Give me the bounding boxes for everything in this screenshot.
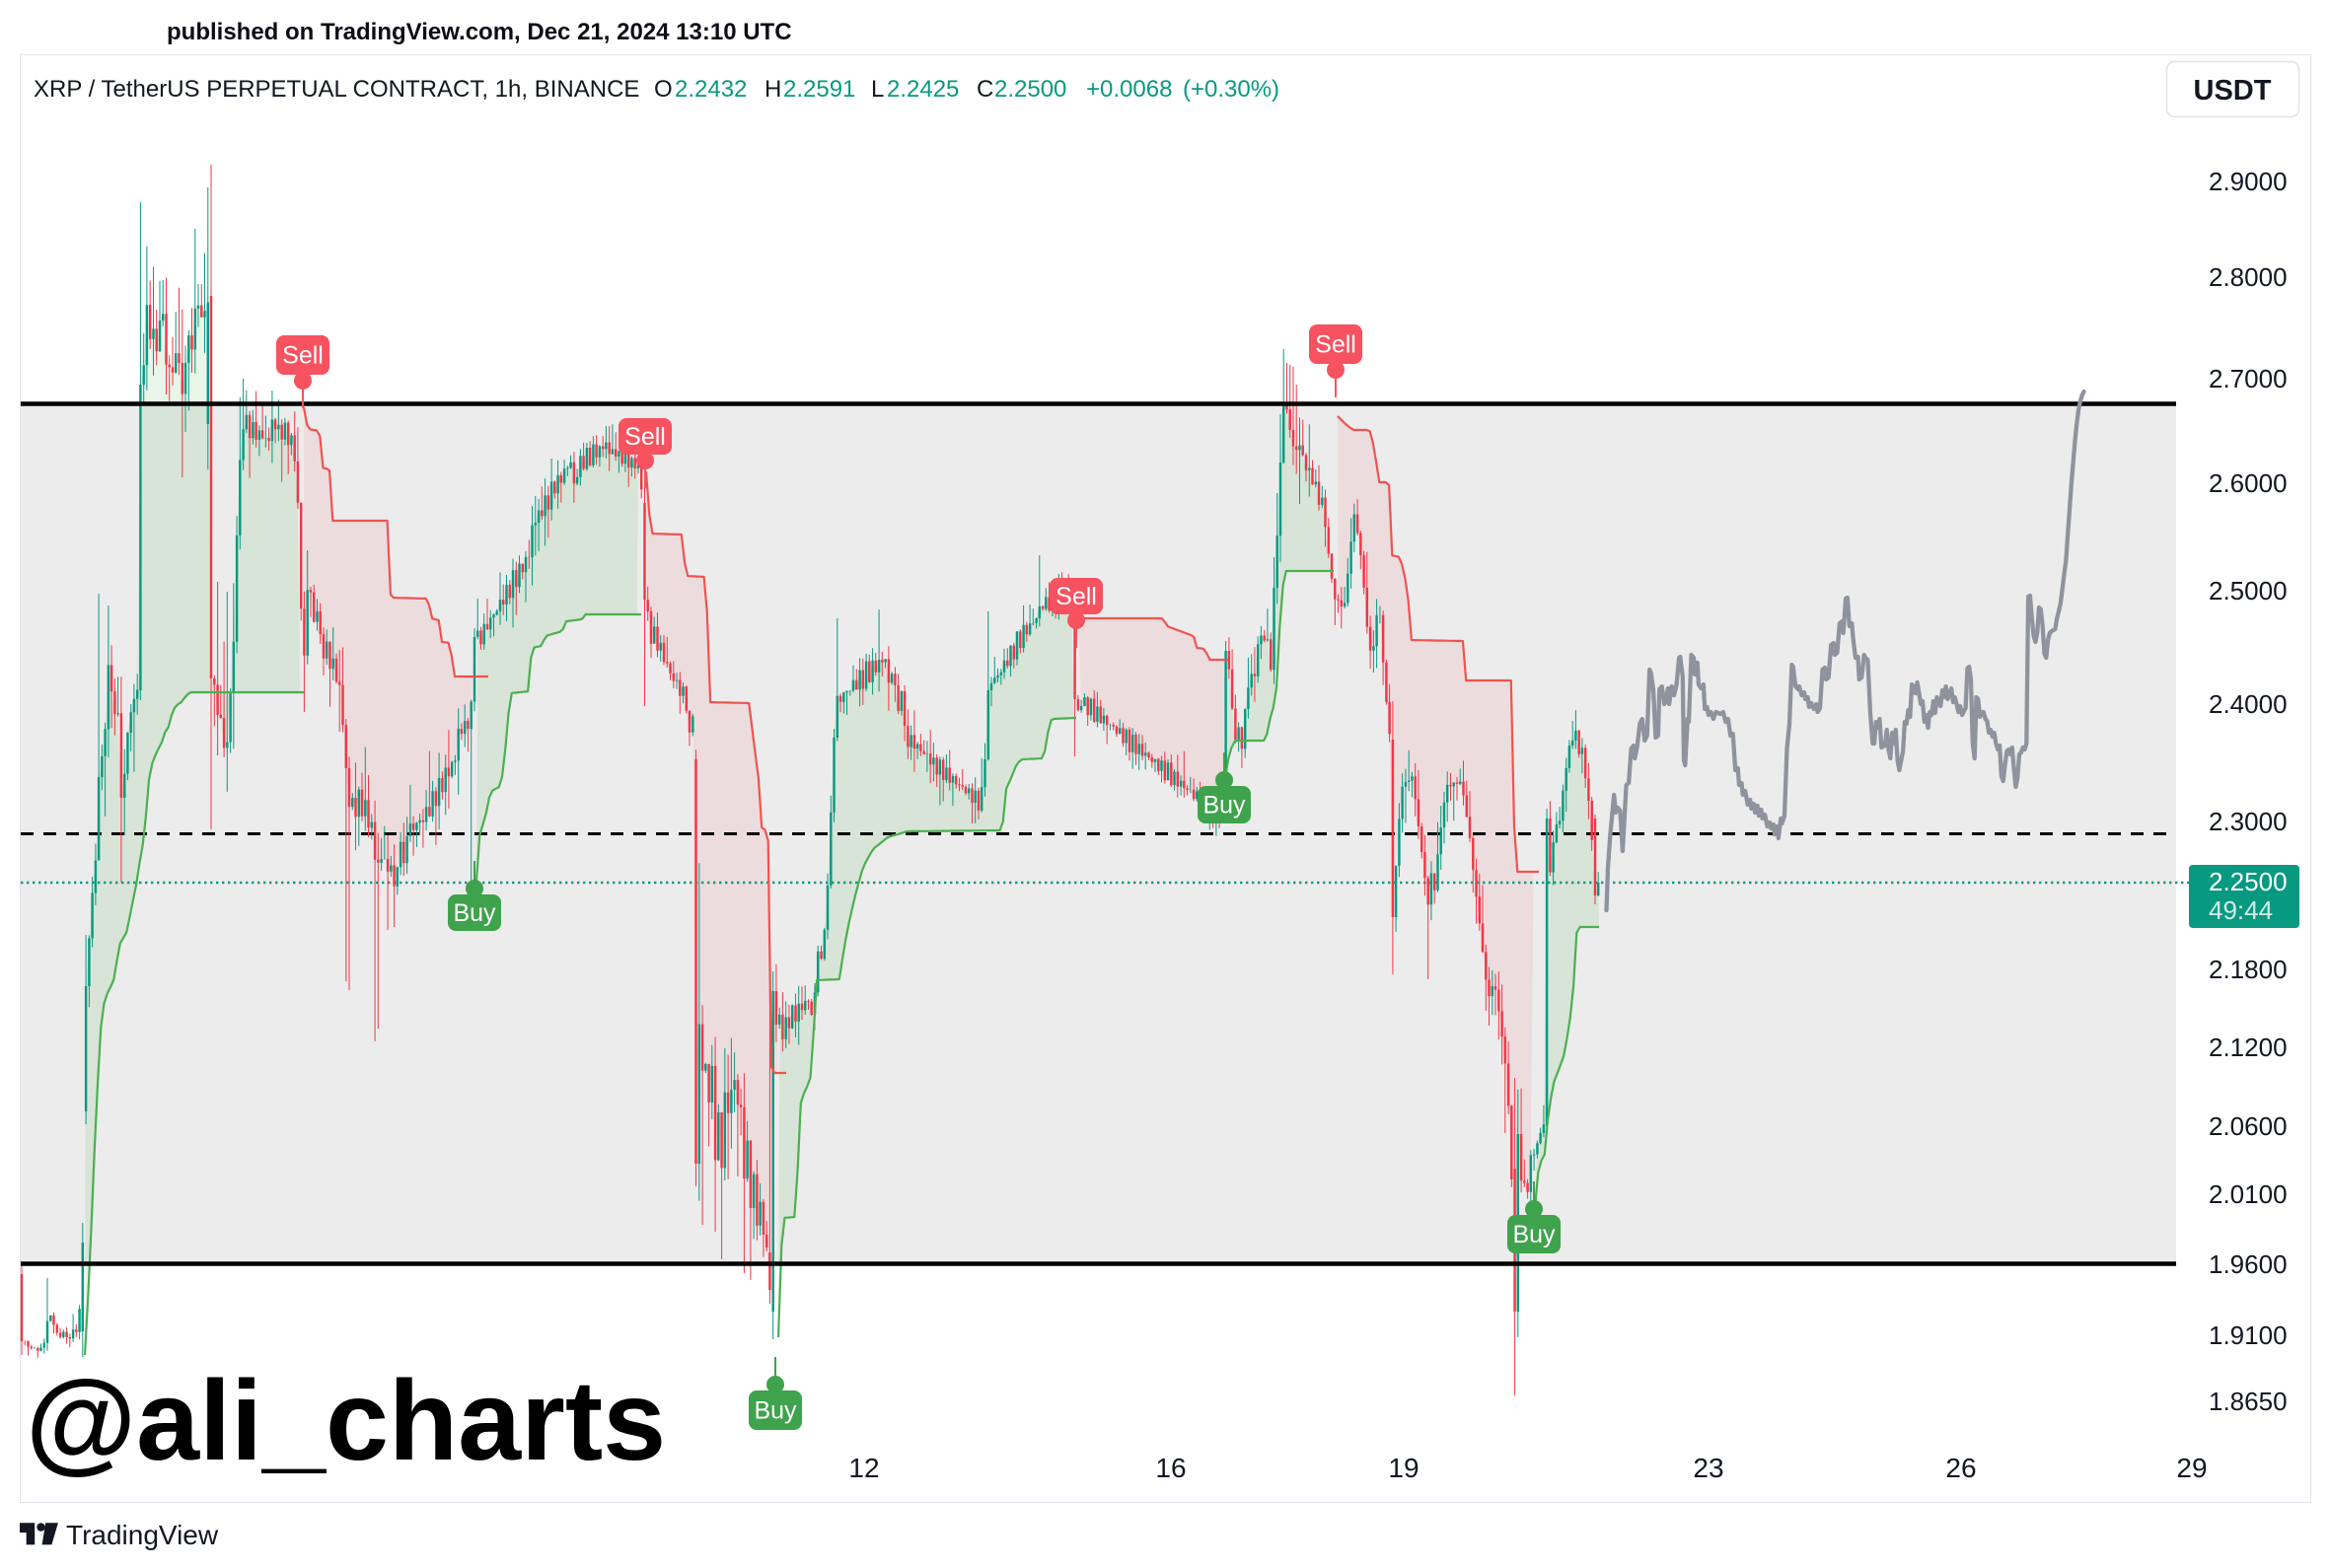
svg-text:2.6000: 2.6000 bbox=[2209, 468, 2288, 498]
svg-text:Buy: Buy bbox=[1512, 1221, 1556, 1248]
svg-text:Sell: Sell bbox=[282, 342, 324, 370]
svg-text:26: 26 bbox=[1945, 1453, 1976, 1483]
svg-text:2.8000: 2.8000 bbox=[2209, 262, 2288, 292]
svg-text:Buy: Buy bbox=[754, 1397, 797, 1425]
svg-text:12: 12 bbox=[848, 1453, 879, 1483]
svg-text:1.9100: 1.9100 bbox=[2209, 1320, 2288, 1350]
svg-text:1.8650: 1.8650 bbox=[2209, 1387, 2288, 1416]
svg-text:Sell: Sell bbox=[1056, 583, 1097, 610]
svg-text:USDT: USDT bbox=[2194, 75, 2272, 107]
svg-text:XRP / TetherUS PERPETUAL CONTR: XRP / TetherUS PERPETUAL CONTRACT, 1h, B… bbox=[34, 76, 1279, 103]
svg-text:49:44: 49:44 bbox=[2209, 895, 2273, 925]
svg-text:2.5000: 2.5000 bbox=[2209, 576, 2288, 606]
svg-text:19: 19 bbox=[1388, 1453, 1419, 1483]
svg-text:23: 23 bbox=[1693, 1453, 1723, 1483]
svg-text:2.0100: 2.0100 bbox=[2209, 1179, 2288, 1209]
svg-text:2.9000: 2.9000 bbox=[2209, 167, 2288, 196]
svg-text:2.0600: 2.0600 bbox=[2209, 1111, 2288, 1141]
svg-text:16: 16 bbox=[1155, 1453, 1186, 1483]
svg-text:TradingView: TradingView bbox=[66, 1520, 219, 1550]
svg-text:1.9600: 1.9600 bbox=[2209, 1249, 2288, 1279]
svg-text:Buy: Buy bbox=[1202, 792, 1246, 820]
svg-text:2.3000: 2.3000 bbox=[2209, 807, 2288, 836]
svg-text:@ali_charts: @ali_charts bbox=[26, 1358, 666, 1484]
svg-text:Buy: Buy bbox=[453, 899, 496, 927]
svg-text:2.1800: 2.1800 bbox=[2209, 955, 2288, 984]
svg-text:29: 29 bbox=[2176, 1453, 2207, 1483]
svg-text:2.2500: 2.2500 bbox=[2209, 867, 2288, 896]
svg-text:2.7000: 2.7000 bbox=[2209, 364, 2288, 393]
svg-text:Sell: Sell bbox=[1315, 331, 1356, 359]
svg-text:2.4000: 2.4000 bbox=[2209, 689, 2288, 719]
svg-text:Sell: Sell bbox=[624, 423, 666, 451]
svg-text:published on TradingView.com,: published on TradingView.com, Dec 21, 20… bbox=[167, 19, 792, 45]
svg-text:2.1200: 2.1200 bbox=[2209, 1033, 2288, 1062]
